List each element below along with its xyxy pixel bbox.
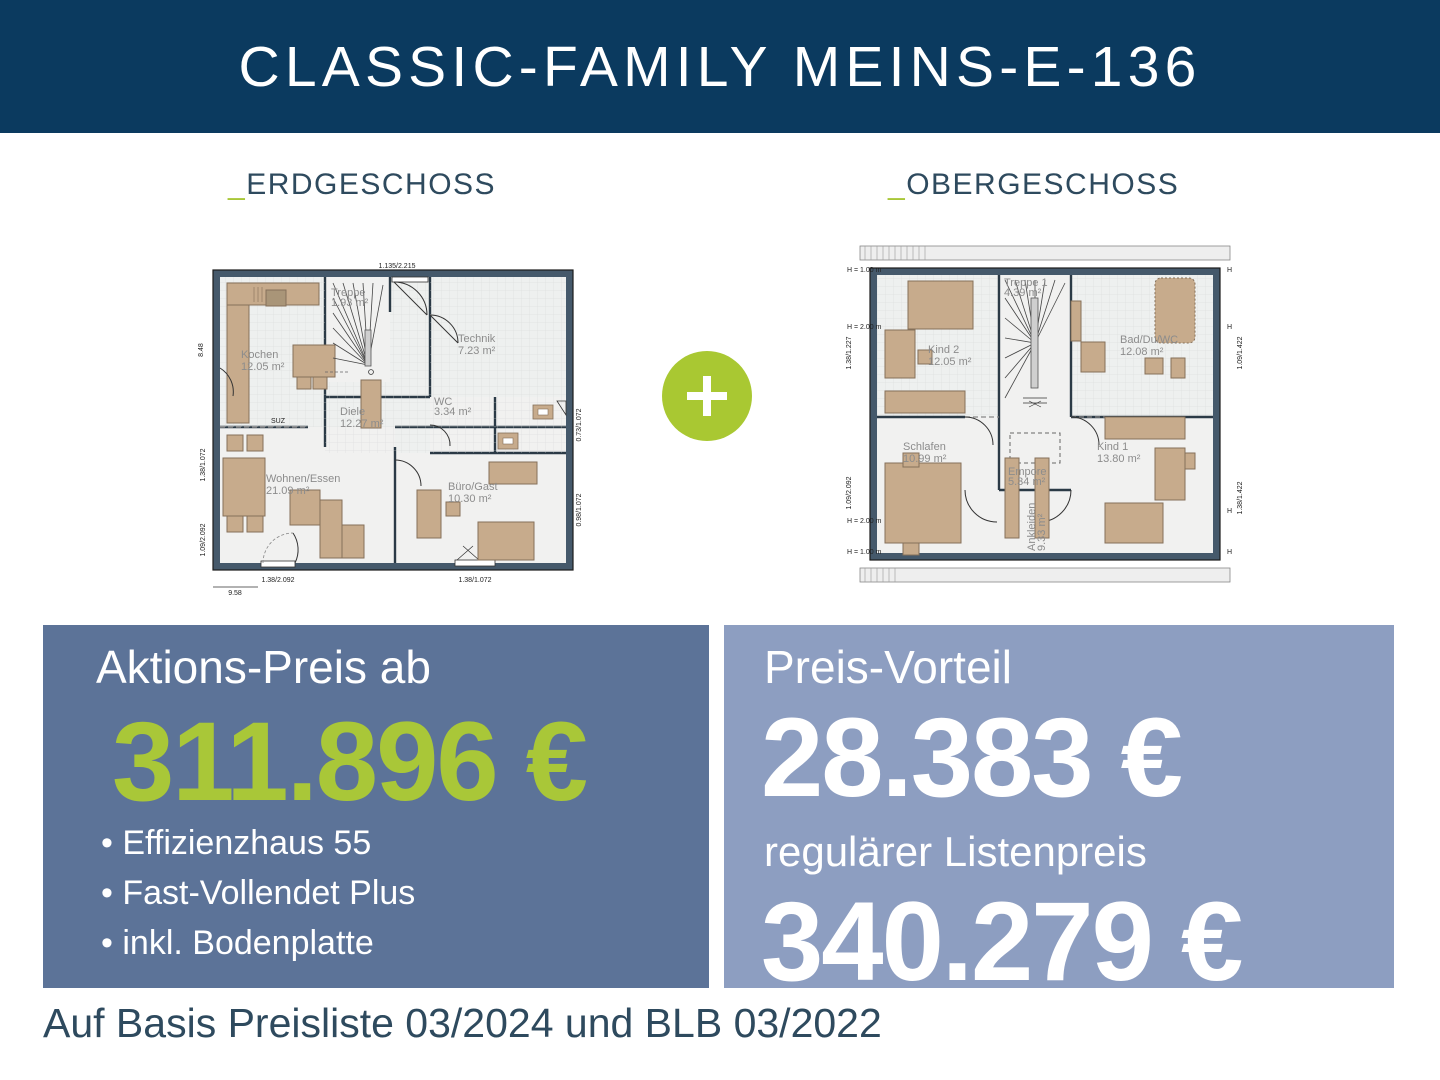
svg-text:H = 1.00 m: H = 1.00 m xyxy=(847,549,882,556)
svg-text:Büro/Gast: Büro/Gast xyxy=(448,481,498,493)
svg-text:1.38/1.072: 1.38/1.072 xyxy=(200,448,207,481)
svg-text:1.09/2.092: 1.09/2.092 xyxy=(200,523,207,556)
svg-text:SUZ: SUZ xyxy=(271,418,286,425)
svg-text:H: H xyxy=(1227,267,1232,274)
svg-text:3.34 m²: 3.34 m² xyxy=(434,406,472,418)
svg-text:H = 1.00 m: H = 1.00 m xyxy=(847,267,882,274)
svg-text:Schlafen: Schlafen xyxy=(903,441,946,453)
svg-text:1.09/2.092: 1.09/2.092 xyxy=(846,476,853,509)
svg-text:9.58: 9.58 xyxy=(228,590,242,595)
svg-text:5.34 m²: 5.34 m² xyxy=(1008,476,1046,488)
svg-text:1.135/2.215: 1.135/2.215 xyxy=(379,263,416,270)
svg-text:H: H xyxy=(1227,324,1232,331)
svg-text:4.39 m²: 4.39 m² xyxy=(1004,287,1042,299)
svg-text:12.27 m²: 12.27 m² xyxy=(340,418,384,430)
svg-text:13.80 m²: 13.80 m² xyxy=(1097,453,1141,465)
svg-text:1.93 m²: 1.93 m² xyxy=(331,297,369,309)
svg-text:H = 2.00 m: H = 2.00 m xyxy=(847,518,882,525)
svg-text:7.23 m²: 7.23 m² xyxy=(458,345,496,357)
svg-text:1.38/2.092: 1.38/2.092 xyxy=(261,577,294,584)
svg-text:0.98/1.072: 0.98/1.072 xyxy=(576,493,583,526)
svg-text:1.09/1.422: 1.09/1.422 xyxy=(1237,336,1244,369)
svg-text:9.33 m²: 9.33 m² xyxy=(1036,513,1048,551)
svg-text:10.30 m²: 10.30 m² xyxy=(448,493,492,505)
svg-text:1.38/1.072: 1.38/1.072 xyxy=(458,577,491,584)
svg-text:H: H xyxy=(1227,549,1232,556)
svg-text:Diele: Diele xyxy=(340,406,365,418)
svg-text:H = 2.00 m: H = 2.00 m xyxy=(847,324,882,331)
svg-text:Technik: Technik xyxy=(458,333,496,345)
svg-text:10.99 m²: 10.99 m² xyxy=(903,453,947,465)
svg-text:21.09 m²: 21.09 m² xyxy=(266,485,310,497)
svg-text:Kind 2: Kind 2 xyxy=(928,344,959,356)
svg-text:Bad/Du/WC: Bad/Du/WC xyxy=(1120,334,1178,346)
svg-text:12.05 m²: 12.05 m² xyxy=(928,356,972,368)
svg-text:12.08 m²: 12.08 m² xyxy=(1120,346,1164,358)
svg-text:Kind 1: Kind 1 xyxy=(1097,441,1128,453)
svg-text:Kochen: Kochen xyxy=(241,349,278,361)
svg-text:8.48: 8.48 xyxy=(198,343,205,357)
svg-text:Wohnen/Essen: Wohnen/Essen xyxy=(266,473,340,485)
svg-text:1.38/1.227: 1.38/1.227 xyxy=(846,336,853,369)
svg-text:H: H xyxy=(1227,508,1232,515)
svg-text:12.05 m²: 12.05 m² xyxy=(241,361,285,373)
svg-text:0.73/1.072: 0.73/1.072 xyxy=(576,408,583,441)
svg-text:1.38/1.422: 1.38/1.422 xyxy=(1237,481,1244,514)
